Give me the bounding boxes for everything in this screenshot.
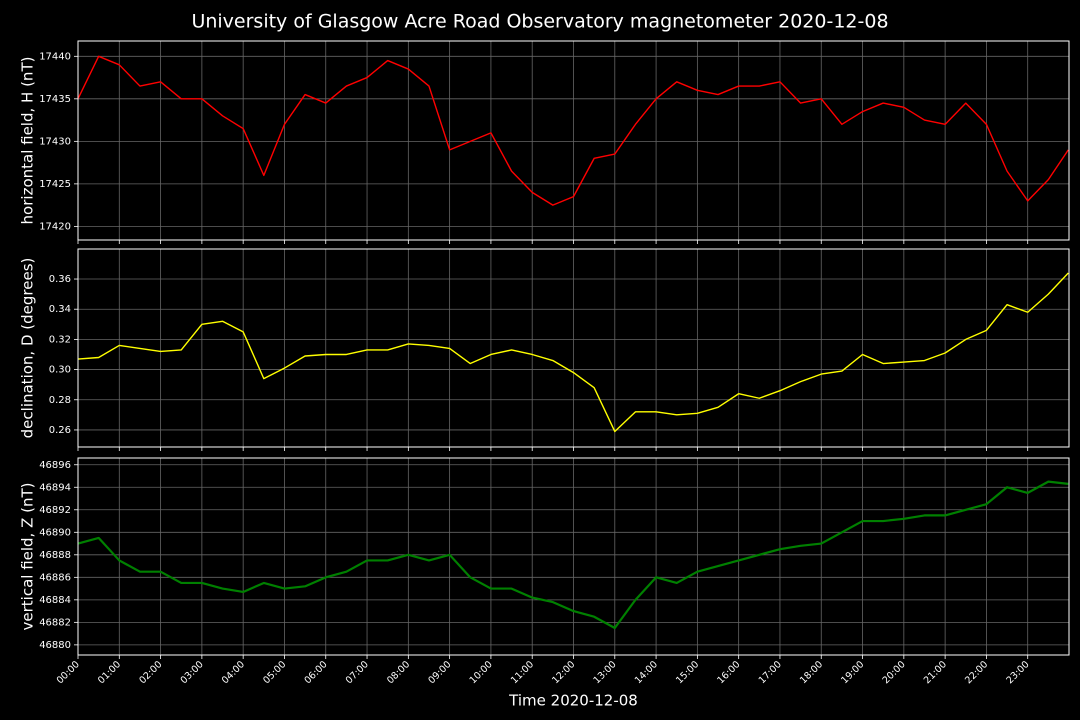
y-tick-label: 46880 bbox=[39, 640, 71, 651]
y-tick-label: 46890 bbox=[39, 527, 71, 538]
plot-frame bbox=[77, 457, 1070, 656]
x-axis-label: Time 2020-12-08 bbox=[508, 692, 638, 710]
data-line bbox=[77, 272, 1069, 433]
y-tick-label: 0.36 bbox=[49, 274, 71, 285]
plot-frame bbox=[77, 40, 1070, 241]
y-axis-label: vertical field, Z (nT) bbox=[19, 482, 37, 630]
y-tick-label: 46888 bbox=[39, 550, 71, 561]
y-tick-label: 46884 bbox=[39, 595, 71, 606]
y-tick-label: 17420 bbox=[39, 221, 71, 232]
y-axis-label: horizontal field, H (nT) bbox=[19, 57, 37, 225]
plot-frame bbox=[77, 248, 1070, 448]
data-line bbox=[77, 480, 1069, 630]
y-tick-label: 17425 bbox=[39, 179, 71, 190]
y-tick-label: 46894 bbox=[39, 482, 71, 493]
y-axis-label: declination, D (degrees) bbox=[19, 258, 37, 439]
y-tick-label: 17435 bbox=[39, 94, 71, 105]
y-tick-label: 0.34 bbox=[49, 304, 71, 315]
y-tick-label: 17430 bbox=[39, 136, 71, 147]
data-line bbox=[77, 55, 1069, 206]
y-tick-label: 0.30 bbox=[49, 365, 71, 376]
y-tick-label: 0.28 bbox=[49, 395, 71, 406]
y-tick-label: 0.26 bbox=[49, 425, 71, 436]
y-tick-label: 46892 bbox=[39, 505, 71, 516]
chart-title: University of Glasgow Acre Road Observat… bbox=[191, 11, 888, 33]
y-tick-label: 46896 bbox=[39, 460, 71, 471]
y-tick-label: 46886 bbox=[39, 572, 71, 583]
y-tick-label: 17440 bbox=[39, 51, 71, 62]
y-tick-label: 0.32 bbox=[49, 334, 71, 345]
y-tick-label: 46882 bbox=[39, 617, 71, 628]
